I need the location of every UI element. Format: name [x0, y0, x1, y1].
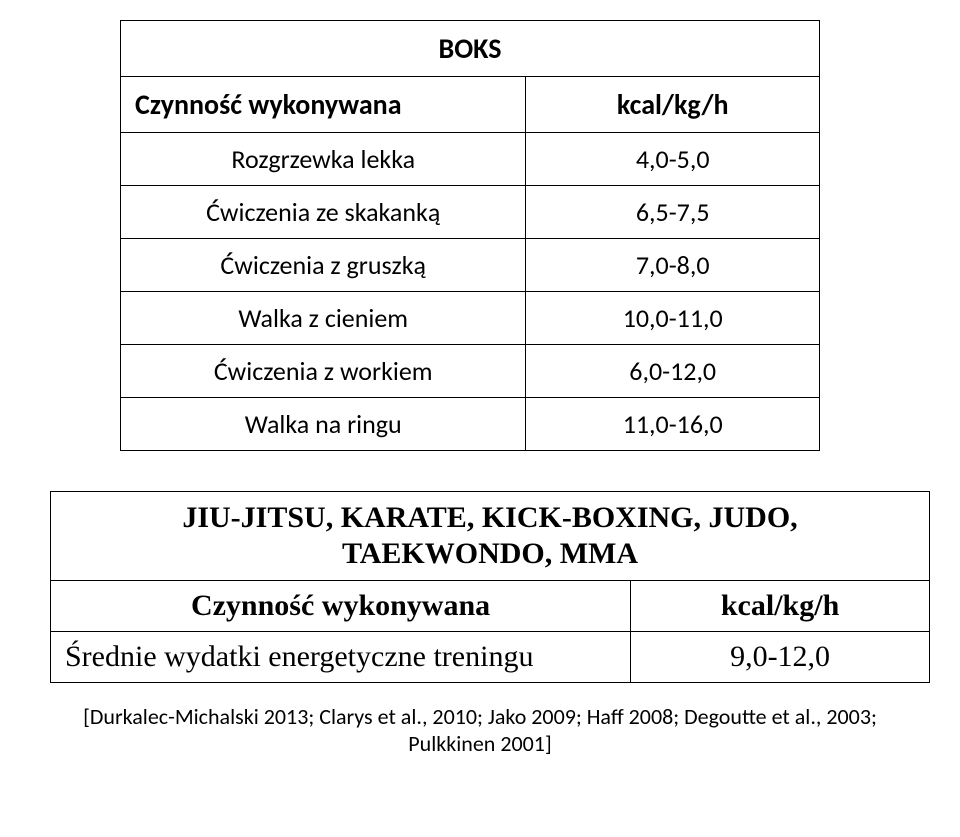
value-cell: 4,0-5,0 [526, 133, 820, 186]
martial-header-row: Czynność wykonywana kcal/kg/h [51, 581, 930, 632]
activity-cell: Ćwiczenia ze skakanką [121, 186, 526, 239]
activity-cell: Walka z cieniem [121, 292, 526, 345]
boks-title-row: BOKS [121, 21, 820, 77]
boks-header-activity: Czynność wykonywana [121, 77, 526, 133]
value-cell: 7,0-8,0 [526, 239, 820, 292]
table-row: Walka z cieniem 10,0-11,0 [121, 292, 820, 345]
activity-cell: Ćwiczenia z workiem [121, 345, 526, 398]
martial-arts-table: JIU-JITSU, KARATE, KICK-BOXING, JUDO, TA… [50, 491, 930, 683]
value-cell: 6,5-7,5 [526, 186, 820, 239]
citation-text: [Durkalec-Michalski 2013; Clarys et al.,… [50, 703, 910, 757]
table-row: Rozgrzewka lekka 4,0-5,0 [121, 133, 820, 186]
table-row: Średnie wydatki energetyczne treningu 9,… [51, 632, 930, 683]
martial-header-activity: Czynność wykonywana [51, 581, 631, 632]
table-row: Ćwiczenia z gruszką 7,0-8,0 [121, 239, 820, 292]
value-cell: 11,0-16,0 [526, 398, 820, 451]
table-row: Ćwiczenia z workiem 6,0-12,0 [121, 345, 820, 398]
activity-cell: Rozgrzewka lekka [121, 133, 526, 186]
boks-header-value: kcal/kg/h [526, 77, 820, 133]
activity-cell: Walka na ringu [121, 398, 526, 451]
table-row: Ćwiczenia ze skakanką 6,5-7,5 [121, 186, 820, 239]
martial-title-line1: JIU-JITSU, KARATE, KICK-BOXING, JUDO, [182, 501, 797, 534]
value-cell: 6,0-12,0 [526, 345, 820, 398]
activity-cell: Średnie wydatki energetyczne treningu [51, 632, 631, 683]
boks-table: BOKS Czynność wykonywana kcal/kg/h Rozgr… [120, 20, 820, 451]
table-row: Walka na ringu 11,0-16,0 [121, 398, 820, 451]
martial-title: JIU-JITSU, KARATE, KICK-BOXING, JUDO, TA… [51, 492, 930, 581]
value-cell: 10,0-11,0 [526, 292, 820, 345]
martial-header-value: kcal/kg/h [631, 581, 930, 632]
boks-header-row: Czynność wykonywana kcal/kg/h [121, 77, 820, 133]
martial-title-line2: TAEKWONDO, MMA [342, 537, 638, 570]
martial-title-row: JIU-JITSU, KARATE, KICK-BOXING, JUDO, TA… [51, 492, 930, 581]
boks-title: BOKS [121, 21, 820, 77]
activity-cell: Ćwiczenia z gruszką [121, 239, 526, 292]
value-cell: 9,0-12,0 [631, 632, 930, 683]
